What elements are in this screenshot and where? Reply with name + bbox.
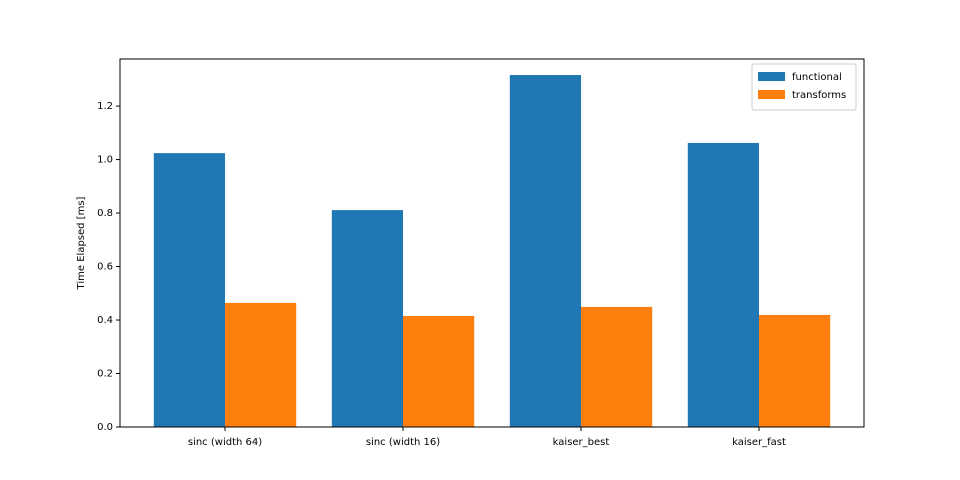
bar [509,75,581,427]
y-tick-label: 0.4 [97,315,113,326]
bar [225,302,297,427]
legend-box [751,63,857,111]
bar [331,210,404,427]
legend-swatch [758,90,785,99]
bar [580,306,653,427]
y-tick-label: 1.2 [97,101,113,112]
bar [403,316,475,427]
x-tick-label: sinc (width 64) [188,437,262,448]
bar [153,153,226,428]
x-tick-label: kaiser_fast [732,437,786,448]
y-tick-label: 0.2 [97,369,113,380]
bar [687,142,759,427]
y-tick-label: 0.6 [97,262,113,273]
y-axis-label: Time Elapsed [ms] [76,196,87,290]
legend-label: functional [792,72,842,83]
bar [758,314,831,427]
y-tick-label: 1.0 [97,155,113,166]
plot-frame [119,58,865,428]
x-tick-label: sinc (width 16) [366,437,440,448]
legend-label: transforms [792,90,846,101]
y-tick-label: 0.8 [97,208,113,219]
x-tick-label: kaiser_best [553,437,610,448]
y-tick-label: 0.0 [97,422,113,433]
legend-swatch [758,72,785,81]
